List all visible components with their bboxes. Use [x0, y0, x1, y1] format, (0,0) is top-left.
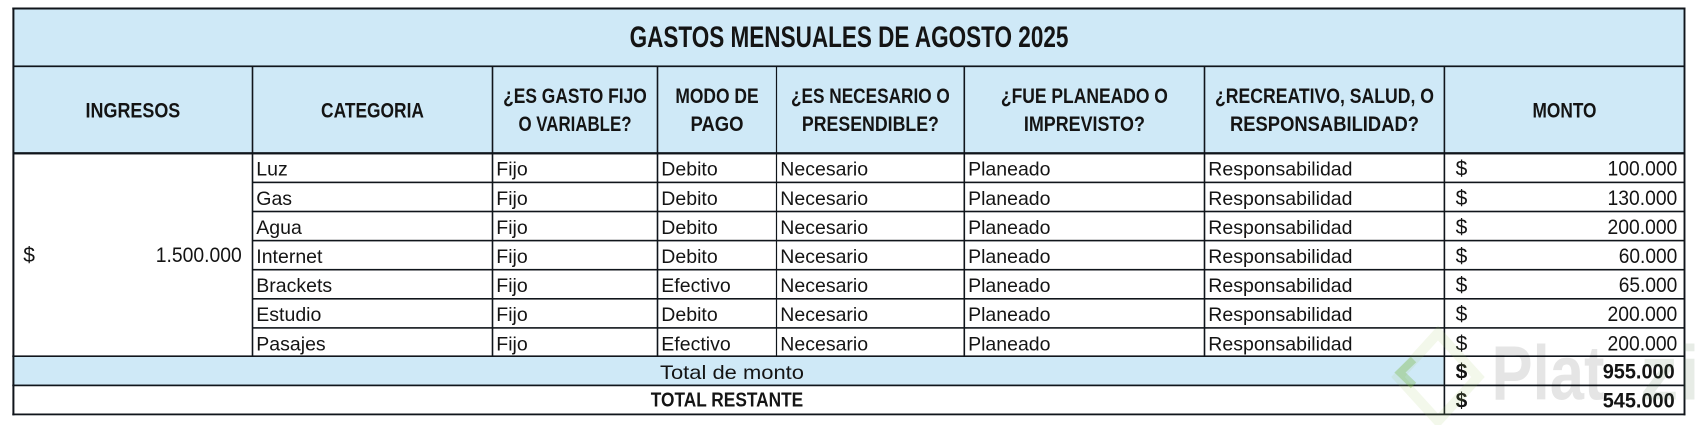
svg-text:$: $ [1456, 303, 1468, 326]
svg-text:955.000: 955.000 [1603, 361, 1675, 384]
svg-text:RESPONSABILIDAD?: RESPONSABILIDAD? [1230, 113, 1419, 136]
svg-text:Debito: Debito [661, 246, 718, 268]
svg-text:Necesario: Necesario [780, 159, 868, 181]
svg-text:Pasajes: Pasajes [256, 333, 326, 355]
svg-text:Fijo: Fijo [496, 304, 528, 326]
svg-text:¿FUE PLANEADO O: ¿FUE PLANEADO O [1001, 85, 1168, 108]
svg-text:Total de monto: Total de monto [660, 362, 804, 384]
svg-text:Debito: Debito [661, 188, 718, 210]
svg-text:Fijo: Fijo [496, 246, 528, 268]
svg-text:PAGO: PAGO [691, 113, 744, 136]
svg-text:Necesario: Necesario [780, 304, 868, 326]
svg-text:Responsabilidad: Responsabilidad [1208, 246, 1352, 268]
svg-text:Debito: Debito [661, 159, 718, 181]
svg-text:Gas: Gas [256, 188, 292, 210]
svg-text:Fijo: Fijo [496, 275, 528, 297]
svg-text:Necesario: Necesario [780, 275, 868, 297]
svg-text:TOTAL RESTANTE: TOTAL RESTANTE [651, 390, 803, 412]
svg-text:Fijo: Fijo [496, 159, 528, 181]
svg-text:MODO DE: MODO DE [675, 85, 758, 108]
svg-text:Agua: Agua [256, 217, 302, 239]
svg-text:Fijo: Fijo [496, 333, 528, 355]
svg-text:$: $ [1456, 245, 1468, 268]
svg-text:Planeado: Planeado [968, 246, 1051, 268]
svg-text:Luz: Luz [256, 159, 287, 181]
svg-text:Fijo: Fijo [496, 188, 528, 210]
svg-text:1.500.000: 1.500.000 [156, 244, 242, 267]
svg-text:CATEGORIA: CATEGORIA [321, 99, 424, 122]
svg-text:¿ES GASTO FIJO: ¿ES GASTO FIJO [503, 85, 647, 108]
svg-text:Planeado: Planeado [968, 304, 1051, 326]
svg-text:Necesario: Necesario [780, 333, 868, 355]
svg-text:O VARIABLE?: O VARIABLE? [519, 113, 632, 136]
svg-text:$: $ [1456, 158, 1468, 181]
svg-text:Planeado: Planeado [968, 188, 1051, 210]
svg-text:200.000: 200.000 [1608, 216, 1678, 239]
svg-text:$: $ [1456, 390, 1468, 413]
svg-text:100.000: 100.000 [1608, 158, 1678, 181]
svg-text:GASTOS MENSUALES DE AGOSTO 202: GASTOS MENSUALES DE AGOSTO 2025 [630, 21, 1069, 54]
svg-text:Necesario: Necesario [780, 246, 868, 268]
svg-text:Debito: Debito [661, 304, 718, 326]
svg-text:Responsabilidad: Responsabilidad [1208, 188, 1352, 210]
svg-text:Responsabilidad: Responsabilidad [1208, 275, 1352, 297]
svg-text:Debito: Debito [661, 217, 718, 239]
svg-text:Planeado: Planeado [968, 275, 1051, 297]
svg-text:$: $ [1456, 361, 1468, 384]
svg-text:200.000: 200.000 [1608, 332, 1678, 355]
svg-text:¿ES NECESARIO O: ¿ES NECESARIO O [791, 85, 950, 108]
svg-text:Internet: Internet [256, 246, 323, 268]
svg-text:$: $ [1456, 332, 1468, 355]
svg-text:545.000: 545.000 [1603, 390, 1675, 413]
svg-text:Necesario: Necesario [780, 188, 868, 210]
svg-text:$: $ [1456, 274, 1468, 297]
svg-text:$: $ [1456, 216, 1468, 239]
svg-text:Estudio: Estudio [256, 304, 321, 326]
svg-text:Responsabilidad: Responsabilidad [1208, 159, 1352, 181]
svg-text:PRESENDIBLE?: PRESENDIBLE? [802, 113, 939, 136]
svg-text:INGRESOS: INGRESOS [86, 99, 181, 122]
svg-text:Responsabilidad: Responsabilidad [1208, 217, 1352, 239]
svg-text:¿RECREATIVO, SALUD, O: ¿RECREATIVO, SALUD, O [1215, 85, 1434, 108]
svg-text:Planeado: Planeado [968, 333, 1051, 355]
svg-text:Necesario: Necesario [780, 217, 868, 239]
svg-text:130.000: 130.000 [1608, 187, 1678, 210]
svg-text:MONTO: MONTO [1533, 99, 1597, 122]
svg-text:zi: zi [1640, 331, 1698, 417]
svg-text:$: $ [1456, 187, 1468, 210]
svg-text:Efectivo: Efectivo [661, 333, 731, 355]
svg-text:IMPREVISTO?: IMPREVISTO? [1024, 113, 1145, 136]
svg-text:$: $ [23, 244, 35, 267]
svg-text:Brackets: Brackets [256, 275, 332, 297]
svg-text:Planeado: Planeado [968, 217, 1051, 239]
svg-text:200.000: 200.000 [1608, 303, 1678, 326]
svg-text:65.000: 65.000 [1619, 274, 1678, 297]
svg-text:Efectivo: Efectivo [661, 275, 731, 297]
svg-text:60.000: 60.000 [1619, 245, 1678, 268]
svg-text:Plat: Plat [1492, 331, 1605, 417]
svg-text:Fijo: Fijo [496, 217, 528, 239]
svg-text:Responsabilidad: Responsabilidad [1208, 304, 1352, 326]
svg-text:Planeado: Planeado [968, 159, 1051, 181]
svg-text:Responsabilidad: Responsabilidad [1208, 333, 1352, 355]
